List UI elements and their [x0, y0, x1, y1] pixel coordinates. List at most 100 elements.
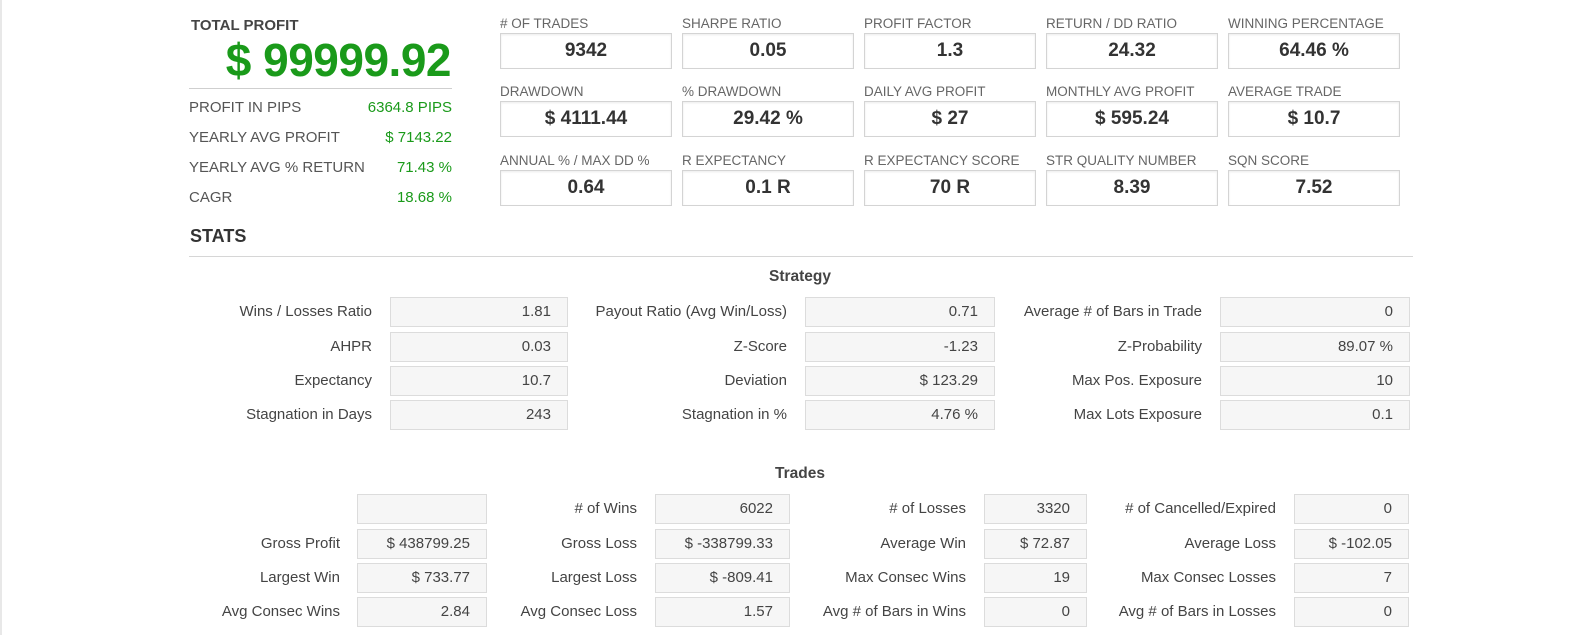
- metric-label: SQN SCORE: [1228, 153, 1310, 168]
- trades-value: $ -338799.33: [655, 529, 790, 559]
- summary-label: YEARLY AVG PROFIT: [189, 129, 340, 146]
- metric-label: STR QUALITY NUMBER: [1046, 153, 1197, 168]
- metric-value: 24.32: [1046, 33, 1218, 69]
- trades-value: $ 438799.25: [357, 529, 487, 559]
- strategy-label: Z-Probability: [1117, 338, 1202, 355]
- metric-value: 9342: [500, 33, 672, 69]
- trades-label: Largest Win: [259, 569, 340, 586]
- strategy-label: Expectancy: [294, 372, 372, 389]
- strategy-value: -1.23: [805, 332, 995, 362]
- trades-value: 19: [984, 563, 1087, 593]
- metric-value: $ 27: [864, 101, 1036, 137]
- strategy-value: 0.1: [1220, 400, 1410, 430]
- trades-label: Max Consec Losses: [1140, 569, 1276, 586]
- metric-value: 1.3: [864, 33, 1036, 69]
- strategy-value: $ 123.29: [805, 366, 995, 396]
- strategy-value: 10: [1220, 366, 1410, 396]
- trades-value: $ -102.05: [1294, 529, 1409, 559]
- summary-value: 18.68 %: [396, 189, 452, 206]
- strategy-value: 10.7: [390, 366, 568, 396]
- summary-label: PROFIT IN PIPS: [189, 99, 302, 116]
- trades-value: 2.84: [357, 597, 487, 627]
- metric-value: $ 595.24: [1046, 101, 1218, 137]
- trades-value: 7: [1294, 563, 1409, 593]
- strategy-value: 1.81: [390, 297, 568, 327]
- metric-label: R EXPECTANCY: [682, 153, 787, 168]
- summary-row: PROFIT IN PIPS 6364.8 PIPS: [189, 96, 452, 120]
- trades-label: Avg Consec Loss: [520, 603, 637, 620]
- metric-value: 0.64: [500, 170, 672, 206]
- metric-label: % DRAWDOWN: [682, 84, 782, 99]
- trades-label: Avg # of Bars in Wins: [822, 603, 966, 620]
- strategy-title: Strategy: [768, 268, 832, 285]
- summary-value: 6364.8 PIPS: [367, 99, 452, 116]
- metric-label: WINNING PERCENTAGE: [1228, 16, 1384, 31]
- strategy-value: 89.07 %: [1220, 332, 1410, 362]
- trades-label: Average Loss: [1184, 535, 1276, 552]
- trades-label: Avg # of Bars in Losses: [1118, 603, 1276, 620]
- metric-label: R EXPECTANCY SCORE: [864, 153, 1020, 168]
- summary-row: YEARLY AVG PROFIT $ 7143.22: [189, 126, 452, 150]
- metric-label: # OF TRADES: [500, 16, 589, 31]
- trades-label: Gross Loss: [561, 535, 637, 552]
- strategy-value: 0.03: [390, 332, 568, 362]
- trades-value: $ 733.77: [357, 563, 487, 593]
- strategy-label: Max Lots Exposure: [1073, 406, 1202, 423]
- strategy-label: Z-Score: [733, 338, 787, 355]
- strategy-label: Stagnation in %: [681, 406, 787, 423]
- summary-label: YEARLY AVG % RETURN: [189, 159, 365, 176]
- left-border: [0, 0, 2, 635]
- stats-title: STATS: [190, 226, 247, 246]
- trades-value: 0: [1294, 597, 1409, 627]
- summary-row: CAGR 18.68 %: [189, 186, 452, 210]
- metric-label: ANNUAL % / MAX DD %: [500, 153, 650, 168]
- divider: [189, 88, 452, 89]
- metric-value: 0.05: [682, 33, 854, 69]
- trades-label: Gross Profit: [260, 535, 340, 552]
- summary-row: YEARLY AVG % RETURN 71.43 %: [189, 156, 452, 180]
- metric-label: DRAWDOWN: [500, 84, 584, 99]
- trades-label: Largest Loss: [551, 569, 637, 586]
- trades-value: 6022: [655, 494, 790, 524]
- trades-value: 1.57: [655, 597, 790, 627]
- metric-value: 64.46 %: [1228, 33, 1400, 69]
- strategy-label: Max Pos. Exposure: [1071, 372, 1202, 389]
- strategy-label: Average # of Bars in Trade: [1023, 303, 1202, 320]
- trades-label: Average Win: [880, 535, 966, 552]
- trades-value: 0: [1294, 494, 1409, 524]
- trades-label: # of Cancelled/Expired: [1125, 500, 1276, 517]
- trades-value: 3320: [984, 494, 1087, 524]
- summary-value: $ 7143.22: [385, 129, 452, 146]
- trades-value: $ 72.87: [984, 529, 1087, 559]
- metric-value: 70 R: [864, 170, 1036, 206]
- strategy-label: AHPR: [330, 338, 372, 355]
- metric-value: $ 4111.44: [500, 101, 672, 137]
- strategy-value: 0.71: [805, 297, 995, 327]
- trades-value: 0: [984, 597, 1087, 627]
- trades-title: Trades: [775, 465, 825, 482]
- metric-value: $ 10.7: [1228, 101, 1400, 137]
- trades-label: # of Wins: [574, 500, 637, 517]
- metric-label: MONTHLY AVG PROFIT: [1046, 84, 1195, 99]
- strategy-label: Wins / Losses Ratio: [239, 303, 372, 320]
- metric-value: 29.42 %: [682, 101, 854, 137]
- metric-label: SHARPE RATIO: [682, 16, 782, 31]
- trades-value: $ -809.41: [655, 563, 790, 593]
- trades-label: Max Consec Wins: [845, 569, 966, 586]
- summary-value: 71.43 %: [396, 159, 452, 176]
- metric-label: RETURN / DD RATIO: [1046, 16, 1177, 31]
- strategy-label: Deviation: [724, 372, 787, 389]
- strategy-value: 0: [1220, 297, 1410, 327]
- metric-value: 0.1 R: [682, 170, 854, 206]
- metric-label: DAILY AVG PROFIT: [864, 84, 986, 99]
- total-profit-value: $ 99999.92: [225, 34, 452, 86]
- metric-value: 7.52: [1228, 170, 1400, 206]
- strategy-label: Payout Ratio (Avg Win/Loss): [595, 303, 787, 320]
- divider: [189, 256, 1413, 257]
- total-profit-label: TOTAL PROFIT: [191, 17, 299, 34]
- trades-value: [357, 494, 487, 524]
- metric-label: AVERAGE TRADE: [1228, 84, 1342, 99]
- strategy-value: 243: [390, 400, 568, 430]
- metric-label: PROFIT FACTOR: [864, 16, 972, 31]
- summary-label: CAGR: [189, 189, 233, 206]
